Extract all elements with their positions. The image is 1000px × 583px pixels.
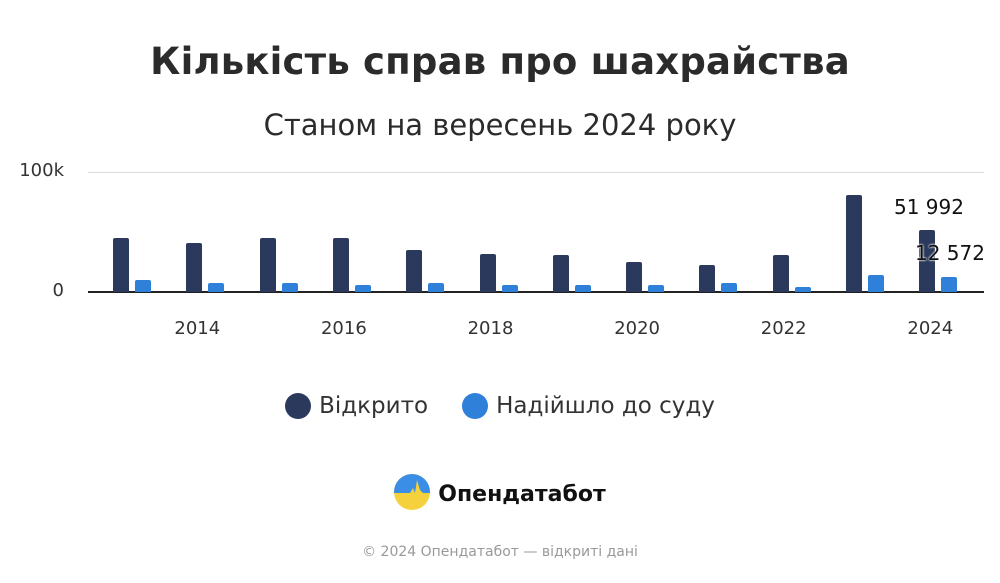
bar-2019-opened[interactable] — [552, 254, 569, 292]
opendatabot-logo-icon — [394, 474, 431, 514]
x-tick-label: 2020 — [614, 318, 660, 339]
bar-2019-court[interactable] — [574, 284, 591, 292]
bar-2022-opened[interactable] — [772, 254, 789, 292]
bar-2013-opened[interactable] — [113, 238, 129, 292]
legend-label: Відкрито — [319, 393, 429, 419]
bar-2018-opened[interactable] — [479, 253, 496, 292]
legend-dot-icon — [462, 393, 489, 419]
x-tick-label: 2022 — [760, 318, 807, 339]
data-label-court-2024: 12 572 — [915, 241, 985, 265]
y-tick-label: 0 — [52, 280, 64, 301]
brand-name: Опендатабот — [438, 481, 606, 507]
bar-2022-court[interactable] — [794, 287, 811, 292]
legend-item-opened[interactable]: Відкрито — [285, 393, 428, 419]
x-tick-label: 2016 — [320, 318, 367, 339]
bar-2015-opened[interactable] — [259, 238, 276, 292]
chart-subtitle: Станом на вересень 2024 року — [263, 108, 737, 142]
bar-2020-opened[interactable] — [626, 262, 643, 292]
brand-logo: Опендатабот — [0, 474, 1000, 514]
bar-2014-court[interactable] — [208, 283, 225, 292]
legend-dot-icon — [285, 393, 312, 419]
bar-2018-court[interactable] — [501, 284, 518, 292]
x-tick-label: 2024 — [907, 318, 954, 339]
bar-2015-court[interactable] — [281, 283, 298, 292]
bar-2023-opened[interactable] — [846, 194, 862, 292]
chart-title: Кількість справ про шахрайства — [150, 40, 850, 83]
gridline-100k — [88, 172, 984, 173]
footer-credit: © 2024 Опендатабот — відкриті дані — [362, 544, 638, 560]
bar-2021-court[interactable] — [721, 283, 738, 292]
x-axis-line — [88, 291, 984, 293]
bar-2016-opened[interactable] — [332, 238, 349, 292]
bar-2020-court[interactable] — [648, 284, 665, 292]
data-label-opened-2024: 51 992 — [894, 195, 964, 219]
x-tick-label: 2014 — [174, 318, 221, 339]
legend-label: Надійшло до суду — [496, 393, 715, 419]
x-tick-label: 2018 — [467, 318, 514, 339]
bar-2016-court[interactable] — [354, 284, 371, 292]
bar-2024-court[interactable] — [941, 276, 958, 292]
bar-2013-court[interactable] — [135, 280, 151, 292]
legend-item-court[interactable]: Надійшло до суду — [462, 393, 715, 419]
bar-2017-court[interactable] — [428, 283, 445, 292]
legend: Відкрито Надійшло до суду — [0, 393, 1000, 419]
y-tick-label: 100k — [19, 160, 64, 181]
bar-2021-opened[interactable] — [699, 265, 716, 292]
bar-2024-opened[interactable] — [919, 229, 936, 292]
bar-2023-court[interactable] — [868, 275, 884, 292]
bar-2014-opened[interactable] — [186, 242, 203, 292]
bar-2017-opened[interactable] — [406, 250, 423, 292]
